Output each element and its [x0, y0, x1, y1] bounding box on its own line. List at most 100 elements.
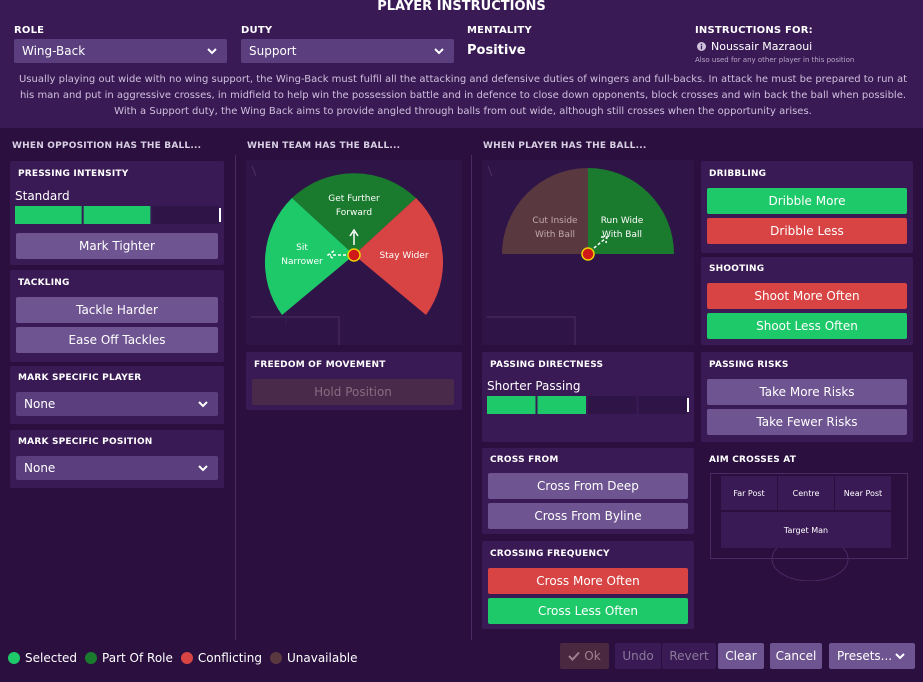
target-man-zone[interactable]: Target Man	[721, 512, 891, 548]
duty-dropdown[interactable]: Support	[241, 39, 454, 63]
take-fewer-risks-button[interactable]: Take Fewer Risks	[707, 409, 907, 435]
player-info: Noussair Mazraoui	[697, 40, 812, 53]
section-opposition-ball: WHEN OPPOSITION HAS THE BALL...	[12, 141, 202, 151]
chevron-down-icon	[895, 653, 905, 660]
cross-more-often-button[interactable]: Cross More Often	[488, 568, 688, 594]
far-post-zone[interactable]: Far Post	[721, 476, 777, 510]
legend-selected: Selected	[25, 651, 78, 665]
column-divider	[471, 155, 472, 640]
slider-end-tick	[687, 398, 689, 412]
cross-less-often-button[interactable]: Cross Less Often	[488, 598, 688, 624]
check-icon	[568, 651, 581, 661]
duty-label: DUTY	[241, 25, 273, 36]
shoot-more-often-button[interactable]: Shoot More Often	[707, 283, 907, 309]
passing-directness-slider[interactable]	[487, 396, 689, 414]
legend: Selected Part Of Role Conflicting Unavai…	[8, 651, 358, 665]
sit-narrower-zone[interactable]	[264, 198, 354, 315]
role-label: ROLE	[14, 25, 45, 36]
near-post-zone[interactable]: Near Post	[835, 476, 891, 510]
hold-position-button[interactable]: Hold Position	[252, 379, 454, 405]
crossing-frequency-title: CROSSING FREQUENCY	[490, 549, 610, 559]
passing-directness-title: PASSING DIRECTNESS	[490, 360, 604, 370]
cancel-button[interactable]: Cancel	[770, 643, 822, 669]
player-marker-icon	[347, 248, 361, 262]
chevron-down-icon	[434, 48, 444, 55]
mark-tighter-button[interactable]: Mark Tighter	[16, 233, 218, 259]
presets-label: Presets...	[837, 649, 893, 663]
shoot-less-often-button[interactable]: Shoot Less Often	[707, 313, 907, 339]
mark-player-title: MARK SPECIFIC PLAYER	[18, 373, 142, 383]
ease-off-tackles-button[interactable]: Ease Off Tackles	[16, 327, 218, 353]
get-further-forward-label: Get Further Forward	[328, 194, 380, 218]
legend-unavailable: Unavailable	[286, 651, 358, 665]
chevron-down-icon	[207, 48, 217, 55]
sit-narrower-label: Sit Narrower	[281, 243, 323, 267]
player-marker-icon	[581, 247, 595, 261]
slider-segment[interactable]	[588, 396, 637, 414]
mark-position-dropdown[interactable]: None	[16, 456, 218, 480]
stay-wider-label: Stay Wider	[379, 251, 428, 261]
presets-dropdown[interactable]: Presets...	[829, 643, 915, 669]
slider-segment[interactable]	[487, 396, 536, 414]
tackling-title: TACKLING	[18, 278, 70, 288]
section-team-ball: WHEN TEAM HAS THE BALL...	[247, 141, 401, 151]
column-divider	[235, 155, 236, 640]
slider-segment[interactable]	[15, 206, 82, 224]
dribble-less-button[interactable]: Dribble Less	[707, 218, 907, 244]
arrow-up-icon	[349, 228, 359, 245]
clear-button[interactable]: Clear	[718, 643, 764, 669]
legend-part-of-role: Part Of Role	[102, 651, 173, 665]
cross-from-byline-button[interactable]: Cross From Byline	[488, 503, 688, 529]
passing-directness-value: Shorter Passing	[487, 379, 581, 393]
player-ball-pitch: Cut Inside With Ball Run Wide With Ball	[482, 160, 694, 345]
mentality-value: Positive	[467, 43, 526, 58]
slider-segment[interactable]	[83, 206, 151, 224]
run-wide-zone[interactable]	[588, 168, 674, 254]
player-name: Noussair Mazraoui	[711, 40, 813, 53]
stay-wider-zone[interactable]	[354, 198, 444, 315]
selected-dot-icon	[8, 652, 20, 664]
pressing-intensity-slider[interactable]	[15, 206, 221, 224]
instructions-header	[0, 0, 923, 128]
cut-inside-zone[interactable]	[502, 168, 588, 254]
run-wide-label: Run Wide With Ball	[601, 216, 644, 240]
slider-segment[interactable]	[638, 396, 688, 414]
take-more-risks-button[interactable]: Take More Risks	[707, 379, 907, 405]
chevron-down-icon	[198, 401, 208, 408]
shooting-title: SHOOTING	[709, 264, 765, 274]
mentality-label: MENTALITY	[467, 25, 532, 36]
pressing-value: Standard	[15, 189, 70, 203]
cross-from-title: CROSS FROM	[490, 455, 559, 465]
passing-risks-title: PASSING RISKS	[709, 360, 789, 370]
role-dropdown[interactable]: Wing-Back	[14, 39, 227, 63]
legend-conflicting: Conflicting	[197, 651, 262, 665]
revert-button[interactable]: Revert	[662, 643, 716, 669]
undo-button[interactable]: Undo	[615, 643, 661, 669]
arrow-left-icon	[326, 250, 346, 260]
slider-segment[interactable]	[152, 206, 219, 224]
get-further-forward-zone[interactable]	[292, 173, 416, 255]
aim-crosses-title: AIM CROSSES AT	[709, 455, 797, 465]
section-player-ball: WHEN PLAYER HAS THE BALL...	[483, 141, 647, 151]
dribble-more-button[interactable]: Dribble More	[707, 188, 907, 214]
page-title: PLAYER INSTRUCTIONS	[377, 0, 546, 14]
mark-position-value: None	[24, 461, 56, 475]
mark-player-dropdown[interactable]: None	[16, 392, 218, 416]
centre-zone[interactable]: Centre	[778, 476, 834, 510]
mark-player-value: None	[24, 397, 56, 411]
slider-end-tick	[219, 208, 221, 222]
part-of-role-dot-icon	[85, 652, 98, 664]
ok-button[interactable]: Ok	[560, 643, 609, 669]
cut-inside-label: Cut Inside With Ball	[532, 216, 578, 240]
tackle-harder-button[interactable]: Tackle Harder	[16, 297, 218, 323]
conflicting-dot-icon	[180, 652, 193, 664]
duty-value: Support	[249, 44, 297, 58]
pressing-title: PRESSING INTENSITY	[18, 169, 129, 179]
slider-segment[interactable]	[537, 396, 587, 414]
mark-position-title: MARK SPECIFIC POSITION	[18, 437, 153, 447]
role-value: Wing-Back	[22, 44, 86, 58]
ok-label: Ok	[584, 649, 601, 663]
dribbling-title: DRIBBLING	[709, 169, 767, 179]
cross-from-deep-button[interactable]: Cross From Deep	[488, 473, 688, 499]
unavailable-dot-icon	[269, 652, 282, 664]
